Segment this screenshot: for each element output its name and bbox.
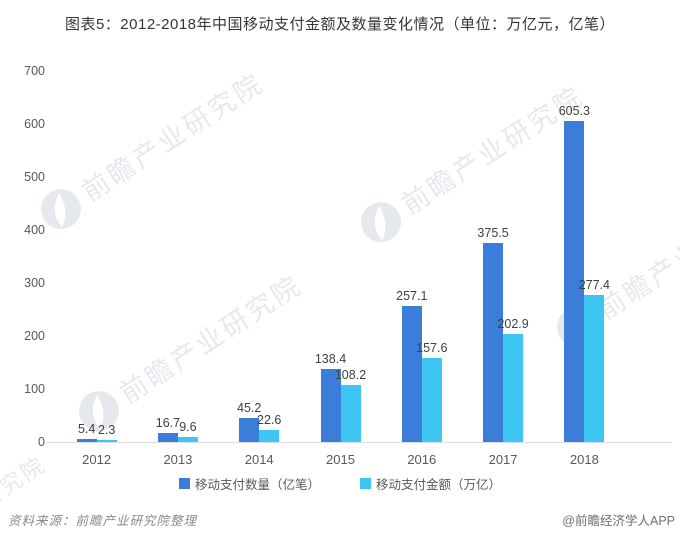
watermark: 前瞻产业研究院 bbox=[32, 62, 272, 238]
bar-2015-series1 bbox=[340, 384, 361, 442]
value-label: 605.3 bbox=[558, 104, 590, 119]
bar-2016-series0 bbox=[401, 305, 422, 442]
y-tick-label: 700 bbox=[24, 64, 45, 78]
x-axis-line bbox=[46, 442, 672, 443]
source-note: 资料来源：前瞻产业研究院整理 bbox=[8, 514, 198, 528]
bar-2013-series0 bbox=[157, 433, 178, 442]
legend-item-0: 移动支付数量（亿笔） bbox=[178, 474, 320, 493]
legend-swatch bbox=[178, 478, 190, 489]
y-tick-label: 100 bbox=[24, 382, 45, 396]
value-label: 5.4 bbox=[77, 422, 96, 437]
value-label: 138.4 bbox=[314, 351, 347, 366]
x-axis-label: 2014 bbox=[244, 452, 274, 467]
bar-2014-series0 bbox=[239, 418, 260, 442]
value-label: 375.5 bbox=[477, 225, 509, 240]
legend: 移动支付数量（亿笔） 移动支付金额（万亿） bbox=[0, 474, 680, 493]
value-label: 257.1 bbox=[396, 288, 428, 303]
chart-title: 图表5：2012-2018年中国移动支付金额及数量变化情况（单位：万亿元，亿笔） bbox=[64, 16, 616, 33]
y-tick-label: 300 bbox=[24, 276, 45, 290]
bar-2012-series0 bbox=[76, 439, 97, 442]
y-tick-label: 600 bbox=[24, 117, 45, 131]
bar-2018-series1 bbox=[584, 294, 605, 442]
bar-2012-series1 bbox=[96, 440, 117, 442]
y-tick-label: 0 bbox=[38, 435, 45, 449]
value-label: 2.3 bbox=[97, 423, 116, 437]
watermark: 前瞻产业研究院 bbox=[352, 75, 592, 251]
bar-2014-series1 bbox=[259, 430, 280, 442]
value-label: 277.4 bbox=[578, 277, 610, 292]
x-axis-label: 2015 bbox=[326, 452, 355, 467]
value-label: 22.6 bbox=[257, 413, 282, 428]
legend-item-1: 移动支付金额（万亿） bbox=[360, 474, 501, 493]
value-label: 108.2 bbox=[334, 367, 367, 382]
value-label: 9.6 bbox=[179, 419, 197, 434]
y-tick-label: 200 bbox=[24, 329, 45, 343]
x-axis-label: 2012 bbox=[82, 452, 112, 467]
x-axis-label: 2017 bbox=[488, 452, 518, 467]
y-tick-label: 400 bbox=[24, 223, 45, 237]
value-label: 45.2 bbox=[237, 401, 262, 416]
legend-label: 移动支付金额（万亿） bbox=[376, 478, 502, 492]
bar-2016-series1 bbox=[421, 358, 442, 442]
watermark-text: 前瞻产业研究院 bbox=[592, 185, 680, 326]
bar-2017-series1 bbox=[503, 334, 524, 442]
legend-label: 移动支付数量（亿笔） bbox=[194, 478, 320, 492]
y-tick-label: 500 bbox=[24, 170, 45, 184]
value-label: 16.7 bbox=[155, 416, 181, 431]
brand-note: @前瞻经济学人APP bbox=[562, 514, 675, 528]
legend-swatch bbox=[360, 478, 371, 489]
bar-2017-series0 bbox=[483, 242, 504, 442]
value-label: 157.6 bbox=[416, 341, 448, 356]
watermark-text: 前瞻产业研究院 bbox=[114, 269, 308, 410]
x-axis-label: 2013 bbox=[163, 452, 193, 467]
x-axis-label: 2018 bbox=[569, 452, 599, 467]
bar-2018-series0 bbox=[564, 121, 585, 442]
x-axis-label: 2016 bbox=[407, 452, 437, 467]
value-label: 202.9 bbox=[497, 317, 529, 332]
bar-2015-series0 bbox=[320, 368, 341, 442]
bar-2013-series1 bbox=[177, 436, 198, 442]
watermark-text: 前瞻产业研究院 bbox=[76, 67, 270, 208]
